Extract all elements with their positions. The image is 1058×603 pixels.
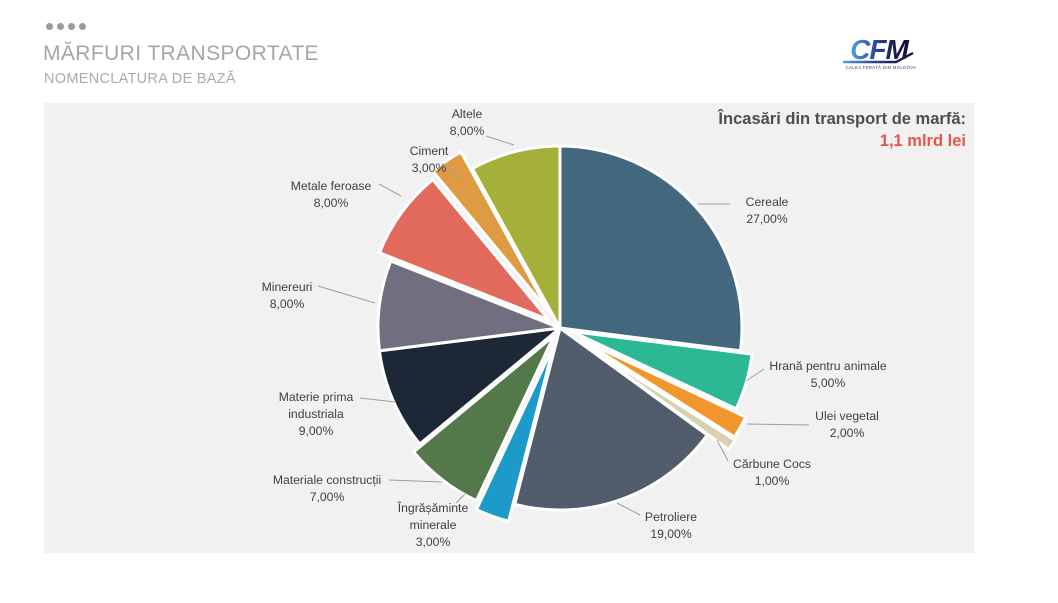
leader-line-materiale-constructii — [388, 479, 443, 483]
pie-slice-metale-feroase — [377, 178, 551, 322]
accent-dot — [57, 23, 64, 30]
slice-label-carbune-cocs: Cărbune Cocs 1,00% — [733, 457, 811, 488]
leader-line-metale-feroase — [378, 183, 402, 197]
pie-slice-carbune-cocs — [580, 341, 737, 452]
slice-label-materie-prima-industriala: Materie prima industriala 9,00% — [279, 390, 354, 438]
leader-line-ingrasaminte-minerale — [455, 493, 466, 504]
leader-line-minereuri — [317, 285, 376, 304]
leader-line-hrana-pentru-animale — [745, 368, 765, 382]
slice-label-petroliere: Petroliere 19,00% — [645, 510, 697, 541]
slice-label-altele: Altele 8,00% — [450, 107, 485, 138]
slice-label-minereuri: Minereuri 8,00% — [262, 280, 313, 311]
leader-line-ciment — [442, 166, 462, 179]
pie-slice-minereuri — [376, 259, 562, 353]
pie-slice-hrana-pentru-animale — [570, 329, 754, 411]
slice-label-materiale-constructii: Materiale construcții 7,00% — [273, 473, 381, 504]
accent-dot — [46, 23, 53, 30]
accent-dot — [79, 23, 86, 30]
leader-line-carbune-cocs — [716, 439, 729, 462]
revenue-title: Încasări din transport de marfă: — [718, 110, 966, 128]
slice-label-metale-feroase: Metale feroase 8,00% — [291, 179, 372, 210]
slide-accent-dots — [46, 23, 86, 30]
leader-line-altele — [485, 135, 515, 146]
leader-line-ulei-vegetal — [746, 423, 810, 426]
slice-label-ciment: Ciment 3,00% — [410, 144, 449, 175]
pie-slice-petroliere — [513, 326, 709, 512]
pie-slice-ulei-vegetal — [579, 338, 748, 439]
accent-dot — [68, 23, 75, 30]
slice-label-cereale: Cereale 27,00% — [746, 195, 789, 226]
slide-title: MĂRFURI TRANSPORTATE — [43, 42, 319, 65]
freight-pie-chart: Cereale 27,00% Hrană pentru animale 5,00% Ul… — [262, 107, 887, 549]
revenue-callout: Încasări din transport de marfă: 1,1 mlr… — [718, 108, 966, 152]
slice-label-ulei-vegetal: Ulei vegetal 2,00% — [815, 409, 879, 440]
pie-slice-altele — [470, 144, 562, 330]
pie-slice-ciment — [431, 150, 551, 313]
pie-slice-ingrasaminte-minerale — [474, 343, 556, 523]
pie-slice-cereale — [558, 144, 744, 353]
logo-caption: CALEA FERATĂ DIN MOLDOVA — [846, 65, 917, 70]
cfm-logo: CFM CALEA FERATĂ DIN MOLDOVA — [843, 34, 917, 70]
chart-panel: Încasări din transport de marfă: 1,1 mlr… — [44, 103, 974, 553]
leader-line-petroliere — [616, 502, 641, 516]
logo-underline — [843, 51, 914, 64]
slice-label-hrana-pentru-animale: Hrană pentru animale 5,00% — [769, 359, 886, 390]
leader-line-materie-prima-industriala — [359, 397, 397, 403]
pie-slice-materiale-constructii — [412, 334, 556, 503]
slide-subtitle: NOMENCLATURA DE BAZĂ — [44, 71, 236, 87]
revenue-value: 1,1 mlrd lei — [879, 132, 966, 150]
slice-label-ingrasaminte-minerale: Îngrășăminte minerale 3,00% — [397, 500, 469, 549]
pie-slice-materie-prima-industriala — [377, 326, 562, 446]
